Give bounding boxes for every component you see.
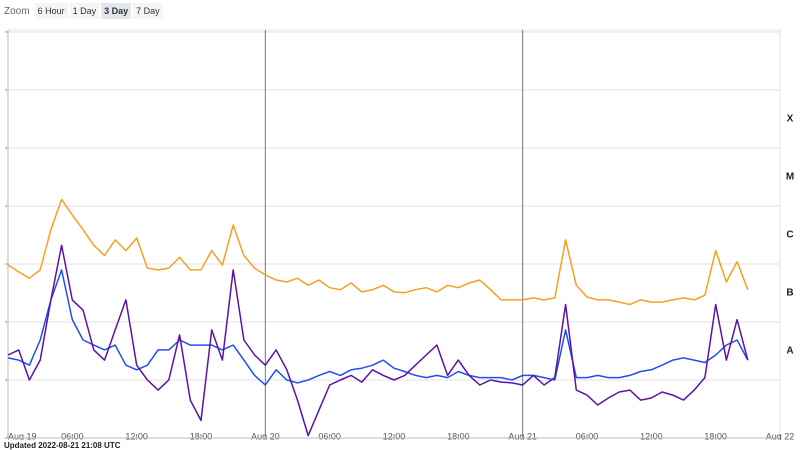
updated-note: Updated 2022-08-21 21:08 UTC xyxy=(4,441,121,450)
zoom-button[interactable]: 3 Day xyxy=(101,3,132,19)
class-label: X xyxy=(787,114,794,125)
zoom-button[interactable]: 1 Day xyxy=(69,3,100,19)
x-tick-label: 18:00 xyxy=(704,431,727,440)
flux-line xyxy=(7,198,749,306)
x-tick-label: 12:00 xyxy=(125,431,148,440)
x-tick-label: 06:00 xyxy=(318,431,341,440)
zoom-bar: Zoom 6 Hour 1 Day 3 Day 7 Day xyxy=(4,3,163,19)
x-tick-label: Aug 19 xyxy=(8,431,37,440)
zoom-button[interactable]: 6 Hour xyxy=(34,3,68,19)
class-label: B xyxy=(786,288,793,299)
class-label: A xyxy=(786,346,793,357)
x-tick-label: 06:00 xyxy=(61,431,84,440)
x-tick-label: 06:00 xyxy=(576,431,599,440)
x-tick-label: 18:00 xyxy=(447,431,470,440)
x-tick-label: Aug 20 xyxy=(251,431,280,440)
x-tick-label: Aug 21 xyxy=(508,431,537,440)
x-tick-label: Aug 22 xyxy=(766,431,795,440)
chart: X M C B A Aug 19 06:00 12:00 18:00 Aug 20 06:00 12:… xyxy=(5,29,795,440)
class-label: C xyxy=(786,230,793,241)
zoom-button[interactable]: 7 Day xyxy=(133,3,163,19)
x-tick-label: 12:00 xyxy=(640,431,663,440)
flux-line xyxy=(7,244,749,437)
x-tick-label: 18:00 xyxy=(190,431,213,440)
class-label: M xyxy=(786,172,794,183)
zoom-label: Zoom xyxy=(4,5,30,17)
flux-line xyxy=(7,269,749,386)
plot-area xyxy=(7,29,781,439)
x-tick-label: 12:00 xyxy=(383,431,406,440)
